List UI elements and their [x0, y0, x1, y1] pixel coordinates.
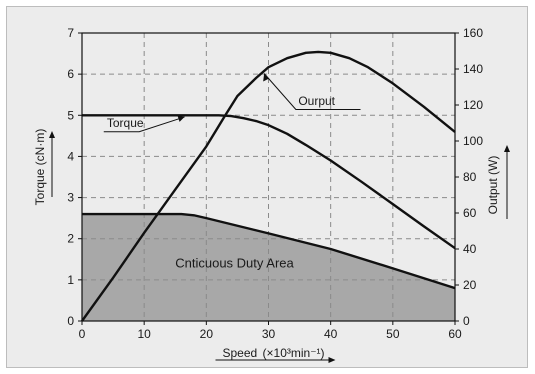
x-axis-title: Speed (×10³min⁻¹)	[215, 346, 336, 363]
output-annotation-label: Ourput	[298, 94, 335, 108]
y-right-tick-label: 120	[463, 98, 483, 112]
y-left-tick-label: 0	[67, 314, 74, 328]
output-line	[81, 50, 456, 322]
torque-annotation: Torque	[103, 115, 185, 133]
series-layer	[81, 50, 456, 322]
y-right-tick-label: 160	[463, 26, 483, 40]
y-right-tick-label: 0	[463, 314, 470, 328]
grid-layer	[82, 33, 455, 321]
chart-frame: 0 10 20 30 40 50 60 0 1 2 3 4 5 6 7 0 20 40 60 80 100 120 140 1…	[6, 6, 528, 368]
torque-annotation-leader	[103, 116, 185, 133]
x-tick-label: 60	[448, 327, 462, 341]
x-tick-label: 0	[79, 327, 86, 341]
y-axis-left-label: Torque (cN·m)	[33, 129, 47, 206]
y-left-title-arrowhead	[49, 131, 55, 138]
torque-annotation-arrowhead	[177, 115, 185, 122]
y-left-tick-label: 7	[67, 26, 74, 40]
output-annotation-leader	[263, 73, 361, 110]
y-right-title-arrowhead	[504, 145, 510, 152]
y-right-tick-label: 40	[463, 242, 477, 256]
x-title-arrowhead	[328, 357, 336, 363]
y-left-tick-label: 2	[67, 232, 74, 246]
y-axis-left-title: Torque (cN·m)	[33, 129, 55, 206]
y-axis-right-title: Output (W)	[486, 145, 510, 219]
torque-line	[82, 114, 456, 250]
x-axis-label: Speed (×10³min⁻¹)	[222, 346, 324, 360]
output-annotation: Ourput	[263, 73, 361, 110]
x-tick-label: 20	[200, 327, 214, 341]
ticks-layer: 0 10 20 30 40 50 60012345670204060801001201401…	[67, 26, 483, 341]
y-right-tick-label: 60	[463, 206, 477, 220]
y-left-tick-label: 4	[67, 149, 74, 163]
x-axis-label-unit: (×10³min⁻¹)	[263, 346, 325, 360]
x-tick-label: 10	[137, 327, 151, 341]
x-tick-label: 40	[324, 327, 338, 341]
y-right-tick-label: 100	[463, 134, 483, 148]
torque-annotation-label: Torque	[107, 116, 144, 130]
y-right-tick-label: 80	[463, 170, 477, 184]
y-left-tick-label: 5	[67, 108, 74, 122]
y-right-tick-label: 140	[463, 62, 483, 76]
duty-area-label: Cnticuous Duty Area	[175, 256, 294, 271]
x-tick-label: 30	[262, 327, 276, 341]
y-axis-right-label: Output (W)	[486, 156, 500, 215]
x-tick-label: 50	[386, 327, 400, 341]
y-left-tick-label: 6	[67, 67, 74, 81]
y-right-tick-label: 20	[463, 278, 477, 292]
duty-limit-line	[82, 212, 456, 290]
y-left-tick-label: 1	[67, 273, 74, 287]
output-annotation-arrowhead	[263, 73, 270, 82]
torque-output-chart: 0 10 20 30 40 50 60012345670204060801001201401…	[33, 26, 510, 363]
y-left-tick-label: 3	[67, 191, 74, 205]
x-axis-label-name: Speed	[222, 346, 257, 360]
